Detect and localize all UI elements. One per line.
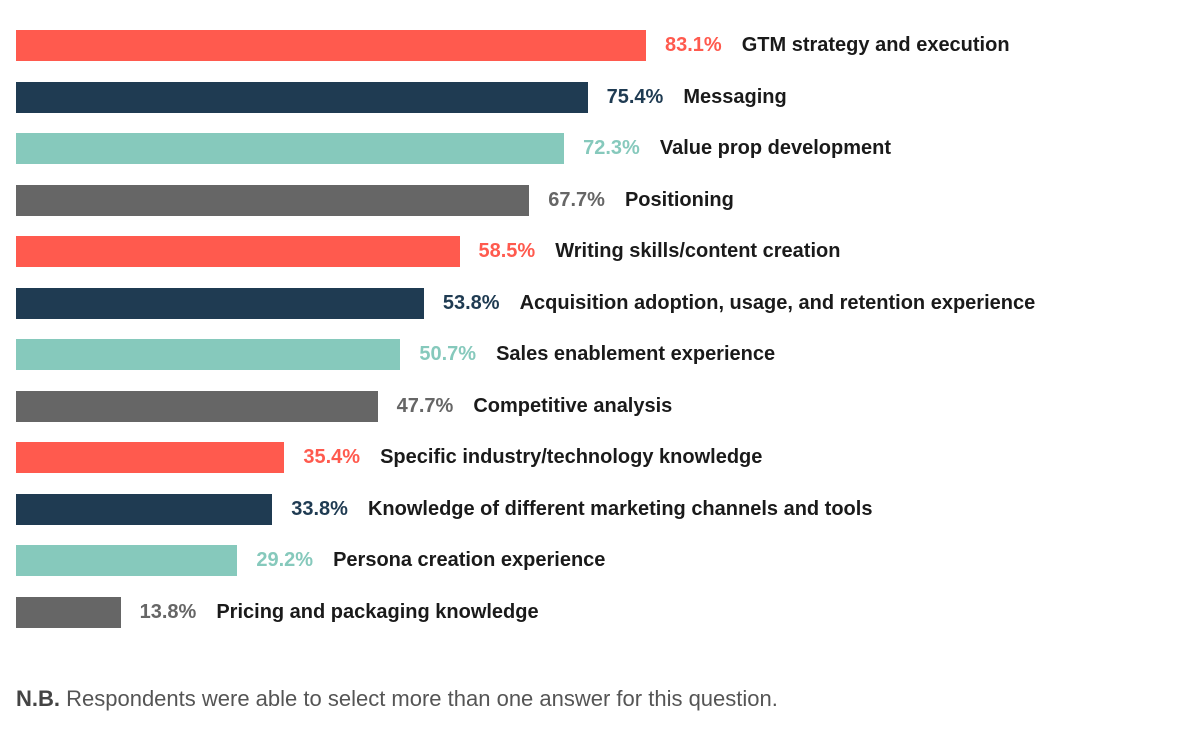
bar-value-label: 75.4% <box>606 85 664 108</box>
bar-row: 50.7% Sales enablement experience <box>16 339 775 370</box>
bar <box>16 390 378 422</box>
bar-row: 75.4% Messaging <box>16 81 787 113</box>
bar <box>16 133 565 164</box>
bar <box>16 30 646 61</box>
bar <box>16 545 238 576</box>
bar <box>16 236 460 267</box>
bar-category-label: Persona creation experience <box>333 549 606 571</box>
bar-category-label: Competitive analysis <box>473 394 673 417</box>
bar-value-label: 13.8% <box>139 600 197 623</box>
bar <box>16 596 121 628</box>
footnote-text: Respondents were able to select more tha… <box>60 686 778 711</box>
bar-category-label: Knowledge of different marketing channel… <box>367 497 873 520</box>
bar-value-label: 83.1% <box>665 34 722 56</box>
bar-value-label: 53.8% <box>442 291 500 314</box>
bar-row: 47.7% Competitive analysis <box>16 390 673 422</box>
bar-value-label: 29.2% <box>256 549 314 571</box>
bar-category-label: Positioning <box>624 188 734 211</box>
bar-row: 72.3% Value prop development <box>16 133 891 164</box>
bar-category-label: Specific industry/technology knowledge <box>380 446 763 468</box>
bar-row: 58.5% Writing skills/content creation <box>16 236 840 267</box>
bar-row: 29.2% Persona creation experience <box>16 545 605 576</box>
bar-value-label: 50.7% <box>419 343 477 365</box>
bar-category-label: Writing skills/content creation <box>555 240 841 262</box>
bar-category-label: Value prop development <box>659 137 891 159</box>
bar-value-label: 33.8% <box>291 497 348 520</box>
bar <box>16 442 285 473</box>
bar-value-label: 58.5% <box>478 240 536 262</box>
bar-category-label: Messaging <box>683 85 787 108</box>
bar-category-label: Sales enablement experience <box>496 343 776 365</box>
bar-row: 35.4% Specific industry/technology knowle… <box>16 442 762 473</box>
footnote-prefix: N.B. <box>16 686 60 711</box>
bar-value-label: 47.7% <box>396 394 454 417</box>
bar-row: 53.8% Acquisition adoption, usage, and re… <box>16 287 1036 319</box>
bar <box>16 339 401 370</box>
bar <box>16 81 588 113</box>
bar-row: 13.8% Pricing and packaging knowledge <box>16 596 539 628</box>
bar <box>16 493 273 525</box>
bar-row: 83.1% GTM strategy and execution <box>16 30 1010 61</box>
bar <box>16 287 424 319</box>
bar-row: 33.8% Knowledge of different marketing ch… <box>16 493 873 525</box>
bar-value-label: 72.3% <box>583 137 640 159</box>
bar-value-label: 35.4% <box>303 446 361 468</box>
bar-category-label: Acquisition adoption, usage, and retenti… <box>519 291 1036 314</box>
bar-value-label: 67.7% <box>548 188 605 211</box>
bar-chart: 83.1% GTM strategy and execution 75.4% Mess… <box>16 30 1036 628</box>
bar-row: 67.7% Positioning <box>16 184 734 216</box>
bar-category-label: Pricing and packaging knowledge <box>216 600 539 623</box>
bar <box>16 184 530 216</box>
footnote: N.B. Respondents were able to select mor… <box>16 686 778 712</box>
bar-category-label: GTM strategy and execution <box>741 34 1010 56</box>
